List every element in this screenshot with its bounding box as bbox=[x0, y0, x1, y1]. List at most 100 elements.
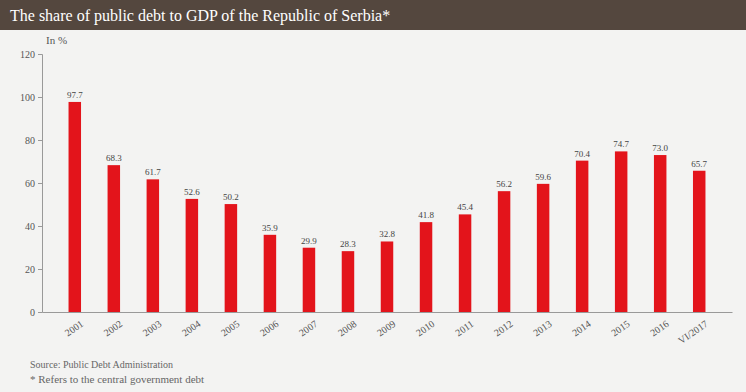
bar bbox=[537, 184, 549, 312]
title: The share of public debt to GDP of the R… bbox=[10, 7, 390, 25]
y-axis: 0 20 40 60 80 100 120 bbox=[20, 49, 43, 318]
y-tick-mark bbox=[38, 269, 42, 270]
data-label: 97.7 bbox=[67, 90, 83, 100]
bar bbox=[264, 235, 276, 312]
x-tick: 2002 bbox=[102, 312, 125, 338]
data-label: 29.9 bbox=[301, 236, 317, 246]
x-tick-label: 2013 bbox=[531, 318, 554, 338]
y-tick: 60 bbox=[25, 178, 42, 189]
data-label: 74.7 bbox=[613, 139, 629, 149]
y-tick-mark bbox=[38, 140, 42, 141]
bar bbox=[69, 102, 81, 312]
data-label: 32.8 bbox=[379, 229, 395, 239]
x-tick-label: 2004 bbox=[180, 318, 203, 338]
y-tick-label: 80 bbox=[25, 135, 35, 146]
y-tick-label: 100 bbox=[20, 92, 35, 103]
x-tick: 2007 bbox=[297, 312, 320, 338]
x-tick: 2014 bbox=[570, 312, 593, 338]
bar bbox=[147, 179, 159, 312]
data-label: 35.9 bbox=[262, 223, 278, 233]
data-label: 28.3 bbox=[340, 239, 356, 249]
x-tick-label: 2006 bbox=[258, 318, 281, 338]
data-label: 52.6 bbox=[184, 187, 200, 197]
x-tick: 2004 bbox=[180, 312, 203, 338]
chart: The share of public debt to GDP of the R… bbox=[0, 0, 746, 392]
x-tick-label: 2009 bbox=[375, 318, 398, 338]
y-tick-label: 120 bbox=[20, 49, 35, 60]
x-tick: 2005 bbox=[219, 312, 242, 338]
bar bbox=[381, 241, 393, 312]
y-tick: 0 bbox=[30, 307, 42, 318]
data-label: 65.7 bbox=[691, 159, 707, 169]
x-tick-label: 2002 bbox=[102, 318, 125, 338]
x-tick: 2011 bbox=[453, 312, 475, 338]
x-tick-label: 2008 bbox=[336, 318, 359, 338]
y-tick: 100 bbox=[20, 92, 42, 103]
x-tick: VI/2017 bbox=[676, 312, 710, 346]
x-tick: 2012 bbox=[492, 312, 515, 338]
bar bbox=[498, 191, 510, 312]
x-tick-label: 2005 bbox=[219, 318, 242, 338]
bar bbox=[693, 171, 705, 312]
y-tick-label: 20 bbox=[25, 264, 35, 275]
x-tick-label: 2012 bbox=[492, 318, 515, 338]
bar bbox=[615, 151, 627, 312]
x-tick: 2003 bbox=[141, 312, 164, 338]
bar bbox=[342, 251, 354, 312]
x-tick-label: 2011 bbox=[453, 318, 475, 338]
bar bbox=[186, 199, 198, 312]
x-tick-label: 2003 bbox=[141, 318, 164, 338]
header-bar bbox=[0, 0, 746, 30]
bar bbox=[576, 161, 588, 312]
bar bbox=[225, 204, 237, 312]
data-label: 41.8 bbox=[418, 210, 434, 220]
y-label: In % bbox=[46, 34, 67, 46]
y-tick-mark bbox=[38, 226, 42, 227]
data-label: 70.4 bbox=[574, 149, 590, 159]
y-tick-label: 40 bbox=[25, 221, 35, 232]
x-tick-label: 2010 bbox=[414, 318, 437, 338]
x-tick: 2015 bbox=[609, 312, 632, 338]
bar bbox=[459, 214, 471, 312]
x-tick: 2006 bbox=[258, 312, 281, 338]
data-labels: 97.7 68.3 61.7 52.6 50.2 35.9 29.9 28.3 32.8 41.8… bbox=[67, 90, 708, 249]
x-axis: 2001 2002 2003 2004 2005 2006 2007 2008 2009 2010… bbox=[43, 312, 733, 346]
x-tick-label: 2016 bbox=[648, 318, 671, 338]
bar bbox=[108, 165, 120, 312]
bar bbox=[303, 248, 315, 312]
y-tick-mark bbox=[38, 97, 42, 98]
x-tick-label: 2001 bbox=[63, 318, 86, 338]
x-tick: 2001 bbox=[63, 312, 86, 338]
x-tick-label: 2007 bbox=[297, 318, 320, 338]
y-tick-label: 0 bbox=[30, 307, 35, 318]
data-label: 45.4 bbox=[457, 202, 473, 212]
y-tick: 120 bbox=[20, 49, 42, 60]
y-tick: 20 bbox=[25, 264, 42, 275]
x-tick: 2008 bbox=[336, 312, 359, 338]
data-label: 59.6 bbox=[535, 172, 551, 182]
y-tick-mark bbox=[38, 312, 42, 313]
x-tick-label: 2015 bbox=[609, 318, 632, 338]
x-axis-line bbox=[43, 312, 733, 313]
y-tick: 40 bbox=[25, 221, 42, 232]
y-tick: 80 bbox=[25, 135, 42, 146]
bar bbox=[420, 222, 432, 312]
bars bbox=[69, 102, 706, 312]
x-tick: 2013 bbox=[531, 312, 554, 338]
y-tick-mark bbox=[38, 54, 42, 55]
y-tick-label: 60 bbox=[25, 178, 35, 189]
x-tick: 2009 bbox=[375, 312, 398, 338]
source: Source: Public Debt Administration bbox=[30, 359, 173, 370]
footnote: * Refers to the central government debt bbox=[30, 373, 204, 385]
x-tick: 2016 bbox=[648, 312, 671, 338]
data-label: 68.3 bbox=[106, 153, 122, 163]
data-label: 50.2 bbox=[223, 192, 239, 202]
x-tick: 2010 bbox=[414, 312, 437, 338]
bar bbox=[654, 155, 666, 312]
data-label: 61.7 bbox=[145, 167, 161, 177]
x-tick-label: VI/2017 bbox=[676, 318, 710, 346]
x-tick-label: 2014 bbox=[570, 318, 593, 338]
y-tick-mark bbox=[38, 183, 42, 184]
data-label: 56.2 bbox=[496, 179, 512, 189]
y-axis-line bbox=[38, 55, 43, 313]
